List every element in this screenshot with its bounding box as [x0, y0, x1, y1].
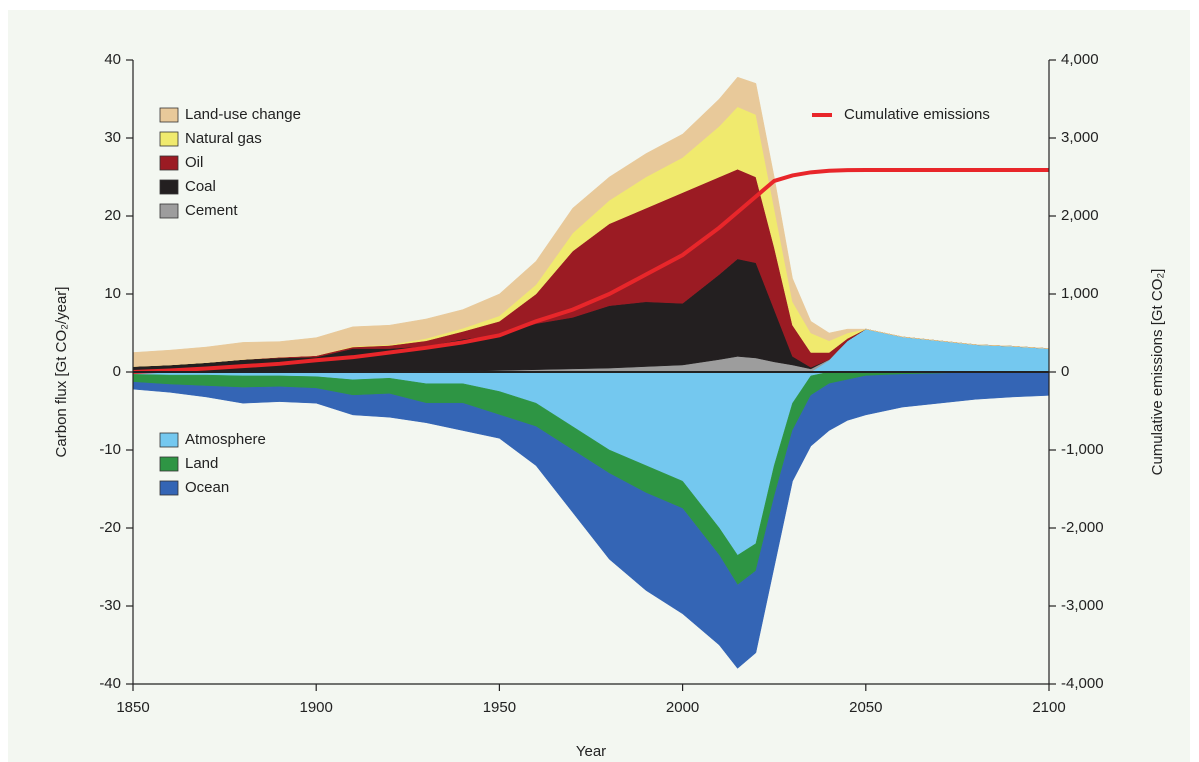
y-tick-label: 0: [113, 363, 121, 380]
legend-label: Oil: [185, 154, 203, 171]
legend-swatch: [159, 456, 179, 472]
legend-label: Natural gas: [185, 130, 262, 147]
y-tick-label: -20: [99, 519, 121, 536]
legend-label: Cumulative emissions: [844, 106, 990, 123]
y-axis-label: Carbon flux [Gt CO₂/year]: [53, 287, 70, 458]
y2-tick-label: 3,000: [1061, 129, 1099, 146]
y-tick-label: -10: [99, 441, 121, 458]
x-tick-label: 1950: [483, 699, 516, 716]
legend-label: Land-use change: [185, 106, 301, 123]
y-tick-label: 30: [104, 129, 121, 146]
y2-axis-label: Cumulative emissions [Gt CO₂]: [1149, 269, 1166, 476]
y-tick-label: 40: [104, 51, 121, 68]
y2-tick-label: 1,000: [1061, 285, 1099, 302]
y-tick-label: 20: [104, 207, 121, 224]
legend-swatch: [159, 179, 179, 195]
x-axis-label: Year: [576, 743, 606, 760]
y2-tick-label: -3,000: [1061, 597, 1104, 614]
legend-label: Cement: [185, 202, 238, 219]
x-tick-label: 2050: [849, 699, 882, 716]
y-tick-label: -40: [99, 675, 121, 692]
y2-tick-label: -2,000: [1061, 519, 1104, 536]
y-tick-label: -30: [99, 597, 121, 614]
y2-tick-label: 2,000: [1061, 207, 1099, 224]
line: [132, 167, 1049, 374]
area: [132, 76, 1050, 367]
legend-swatch: [159, 107, 179, 123]
y2-tick-label: -4,000: [1061, 675, 1104, 692]
legend-swatch: [159, 480, 179, 496]
legend-swatch: [159, 203, 179, 219]
x-tick-label: 1850: [116, 699, 149, 716]
legend-label: Atmosphere: [185, 431, 266, 448]
y2-tick-label: 0: [1061, 363, 1069, 380]
legend-label: Coal: [185, 178, 216, 195]
y2-tick-label: -1,000: [1061, 441, 1104, 458]
legend-label: Ocean: [185, 479, 229, 496]
x-tick-label: 1900: [300, 699, 333, 716]
x-tick-label: 2000: [666, 699, 699, 716]
legend-swatch: [159, 432, 179, 448]
legend-swatch: [159, 131, 179, 147]
legend-swatch: [159, 155, 179, 171]
legend-label: Land: [185, 455, 218, 472]
y-tick-label: 10: [104, 285, 121, 302]
x-tick-label: 2100: [1032, 699, 1065, 716]
y2-tick-label: 4,000: [1061, 51, 1099, 68]
